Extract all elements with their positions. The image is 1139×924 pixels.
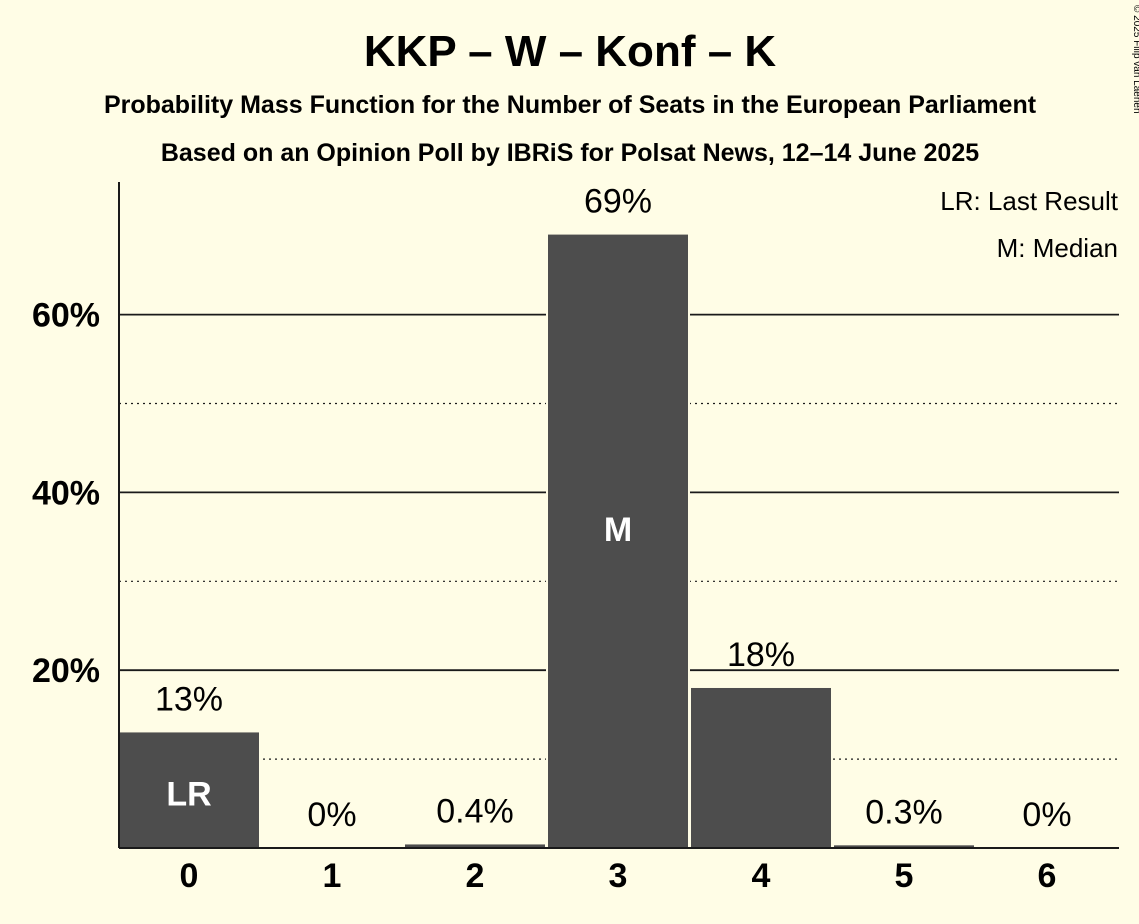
y-tick-label: 40% — [32, 474, 100, 512]
copyright-notice: © 2025 Filip van Laenen — [1131, 5, 1139, 114]
x-tick-label: 5 — [895, 857, 914, 895]
x-tick-label: 1 — [323, 857, 342, 895]
bar-2 — [405, 844, 545, 848]
y-tick-label: 60% — [32, 297, 100, 335]
bar-3 — [548, 234, 688, 849]
legend-median: M: Median — [997, 233, 1118, 263]
data-label: 0% — [1022, 796, 1071, 834]
y-tick-label: 20% — [32, 652, 100, 690]
x-tick-label: 4 — [752, 857, 771, 895]
data-label: 13% — [155, 680, 223, 718]
axes: 20% 40% 60% 0 1 2 3 4 5 6 — [32, 182, 1119, 895]
data-label: 0% — [307, 796, 356, 834]
bar-5 — [834, 845, 974, 848]
data-label: 18% — [727, 636, 795, 674]
bar-marker-m: M — [604, 511, 632, 549]
x-tick-label: 0 — [180, 857, 199, 895]
x-tick-label: 6 — [1038, 857, 1057, 895]
data-label: 69% — [584, 183, 652, 221]
chart-title: KKP – W – Konf – K — [364, 27, 777, 76]
x-tick-label: 2 — [466, 857, 485, 895]
x-tick-label: 3 — [609, 857, 628, 895]
data-label: 0.4% — [436, 792, 514, 830]
bar-4 — [691, 687, 831, 848]
bar-marker-lr: LR — [166, 776, 211, 814]
bar-0 — [119, 732, 259, 848]
data-label: 0.3% — [865, 793, 943, 831]
chart-subtitle-method: Probability Mass Function for the Number… — [104, 91, 1037, 119]
bars: 13% LR 0% 0.4% 69% M 18% 0.3% 0% — [117, 183, 1072, 849]
chart-subtitle-source: Based on an Opinion Poll by IBRiS for Po… — [161, 139, 979, 167]
legend-last-result: LR: Last Result — [940, 186, 1119, 216]
